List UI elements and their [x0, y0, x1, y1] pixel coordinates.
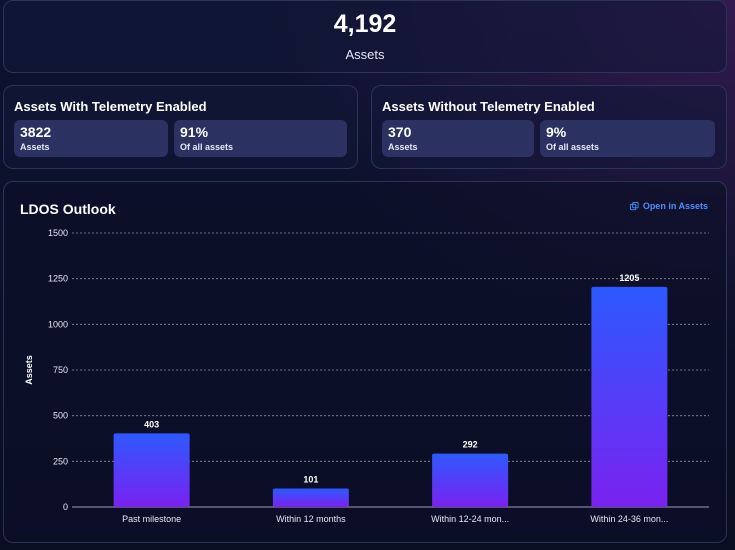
- x-tick-label: Within 12 months: [276, 514, 346, 524]
- telemetry-disabled-count-label: Assets: [388, 142, 418, 152]
- bar-value-label: 1205: [619, 273, 639, 283]
- bar: [591, 286, 668, 507]
- telemetry-disabled-percent-box: 9% Of all assets: [540, 120, 715, 157]
- telemetry-disabled-count-box: 370 Assets: [382, 120, 534, 157]
- telemetry-disabled-title: Assets Without Telemetry Enabled: [382, 99, 595, 114]
- y-tick-label: 1250: [48, 274, 68, 284]
- telemetry-disabled-percent: 9%: [546, 124, 567, 140]
- y-tick-label: 1000: [48, 319, 68, 329]
- bar-value-label: 292: [463, 440, 478, 450]
- y-axis-label: Assets: [24, 355, 34, 385]
- total-assets-card: 4,192 Assets: [3, 0, 727, 73]
- total-assets-label: Assets: [345, 47, 385, 62]
- bar: [432, 453, 509, 507]
- total-assets-value: 4,192: [333, 10, 397, 38]
- y-tick-label: 250: [53, 456, 68, 466]
- telemetry-disabled-count: 370: [388, 124, 412, 140]
- y-tick-label: 0: [63, 502, 68, 512]
- telemetry-disabled-percent-label: Of all assets: [546, 142, 600, 152]
- bar: [272, 488, 349, 507]
- telemetry-enabled-percent: 91%: [180, 124, 209, 140]
- telemetry-enabled-count: 3822: [20, 124, 52, 140]
- telemetry-enabled-percent-label: Of all assets: [180, 142, 234, 152]
- ldos-outlook-card: LDOS Outlook Open in Assets 0 250 500 750 10…: [3, 181, 727, 543]
- telemetry-disabled-card: Assets Without Telemetry Enabled 370 Ass…: [371, 85, 727, 169]
- x-tick-label: Within 12-24 mon...: [431, 514, 509, 524]
- y-tick-label: 1500: [48, 228, 68, 238]
- x-tick-label: Within 24-36 mon...: [590, 514, 668, 524]
- telemetry-enabled-count-label: Assets: [20, 142, 50, 152]
- external-link-icon: [629, 201, 639, 210]
- telemetry-enabled-count-box: 3822 Assets: [14, 120, 168, 157]
- bar: [113, 433, 190, 507]
- x-tick-label: Past milestone: [122, 514, 181, 524]
- bar-value-label: 403: [144, 419, 159, 429]
- telemetry-enabled-percent-box: 91% Of all assets: [174, 120, 347, 157]
- y-tick-label: 500: [53, 411, 68, 421]
- bar-value-label: 101: [303, 475, 318, 485]
- telemetry-enabled-card: Assets With Telemetry Enabled 3822 Asset…: [3, 85, 358, 169]
- open-in-assets-link[interactable]: Open in Assets: [629, 201, 708, 211]
- telemetry-enabled-title: Assets With Telemetry Enabled: [14, 99, 207, 114]
- ldos-bar-chart: 0 250 500 750 1000 1250 1500 Assets 403 Past mile…: [24, 228, 709, 524]
- y-tick-label: 750: [53, 365, 68, 375]
- ldos-outlook-title: LDOS Outlook: [20, 201, 116, 217]
- open-in-assets-label: Open in Assets: [642, 201, 708, 211]
